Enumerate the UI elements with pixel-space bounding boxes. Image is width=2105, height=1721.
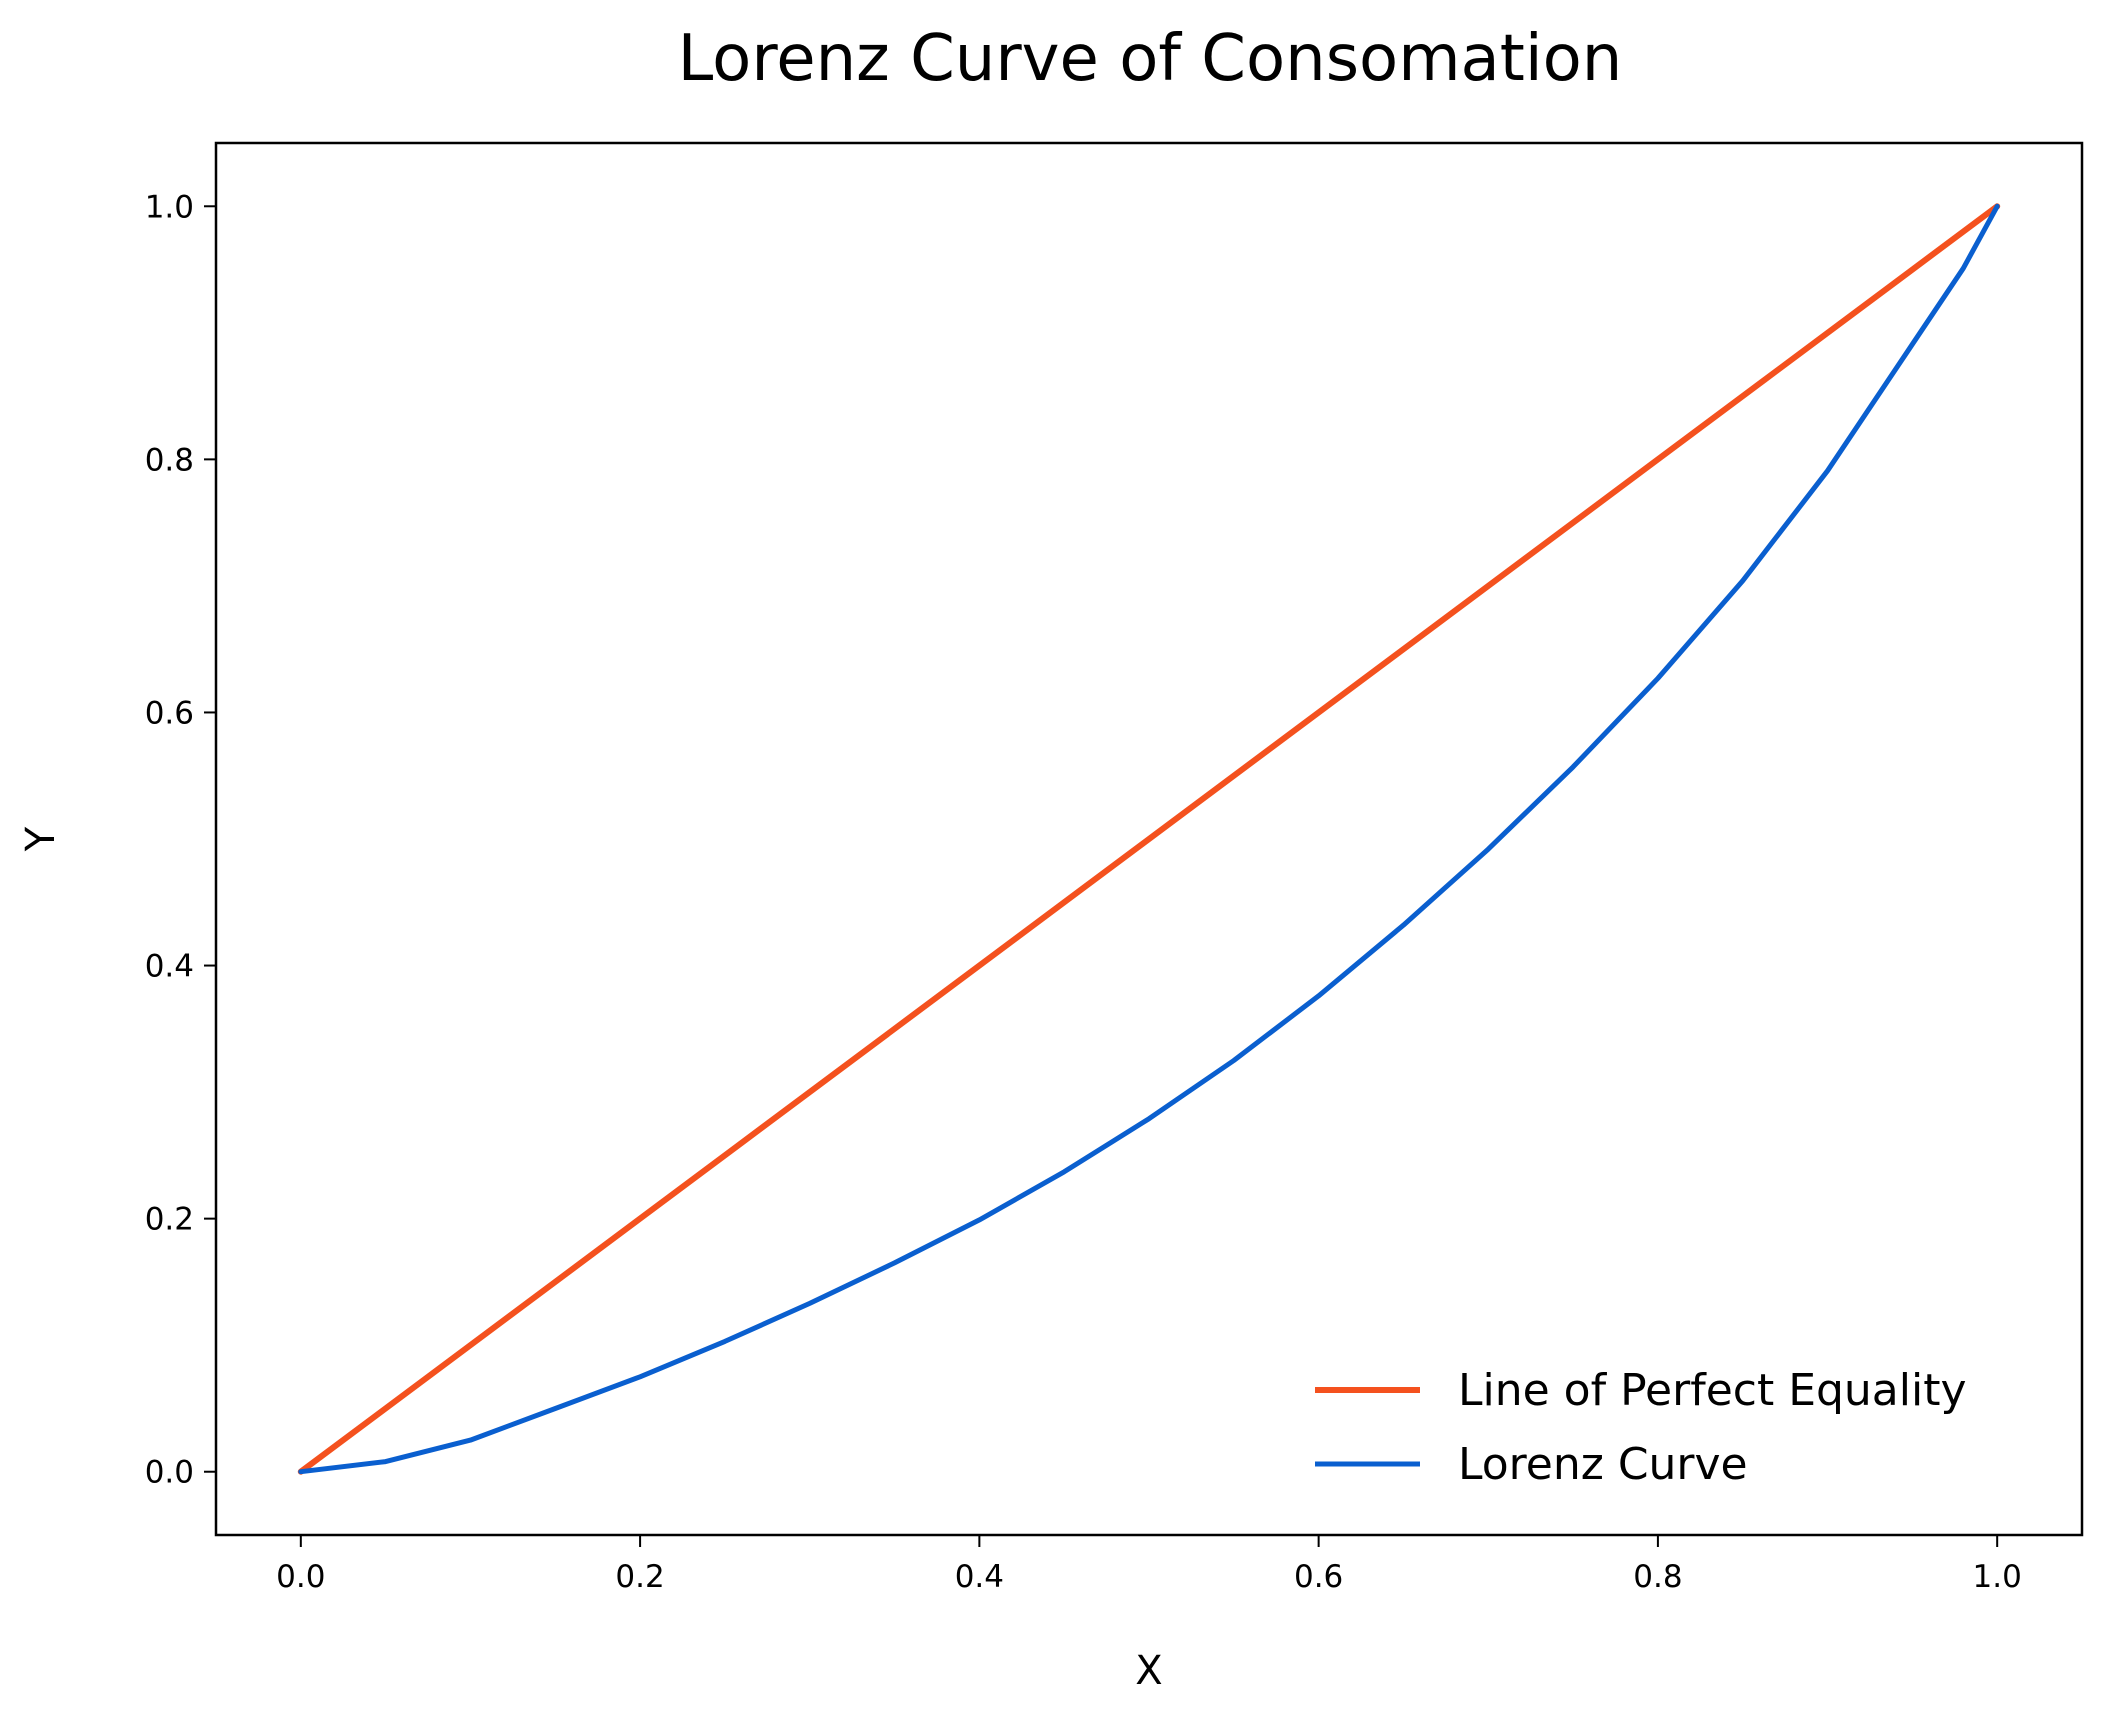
x-tick-label: 0.8	[1633, 1559, 1682, 1595]
series-line-lorenz-curve	[298, 203, 2000, 1475]
series-layer	[297, 203, 2001, 1475]
y-tick-label: 0.6	[145, 695, 194, 731]
y-axis-ticks: 0.0 0.2 0.4 0.6 0.8 1.0	[145, 189, 216, 1491]
x-tick-label: 1.0	[1973, 1559, 2022, 1595]
y-axis-title: Y	[18, 826, 64, 852]
chart-title: Lorenz Curve of Consomation	[678, 22, 1623, 96]
x-axis-title: X	[1135, 1648, 1162, 1694]
series-line-perfect-equality	[297, 203, 2001, 1475]
x-tick-label: 0.2	[615, 1559, 664, 1595]
y-tick-label: 0.0	[145, 1455, 194, 1491]
x-tick-label: 0.6	[1294, 1559, 1343, 1595]
legend-label: Line of Perfect Equality	[1458, 1365, 1967, 1416]
x-tick-label: 0.0	[276, 1559, 325, 1595]
axes-frame	[214, 141, 2084, 1537]
legend: Line of Perfect Equality Lorenz Curve	[1315, 1365, 1967, 1490]
legend-label: Lorenz Curve	[1458, 1439, 1748, 1490]
y-tick-label: 1.0	[145, 189, 194, 225]
y-tick-label: 0.2	[145, 1202, 194, 1238]
y-tick-label: 0.8	[145, 442, 194, 478]
x-tick-label: 0.4	[955, 1559, 1004, 1595]
y-tick-label: 0.4	[145, 949, 194, 985]
x-axis-ticks: 0.0 0.2 0.4 0.6 0.8 1.0	[276, 1535, 2022, 1595]
